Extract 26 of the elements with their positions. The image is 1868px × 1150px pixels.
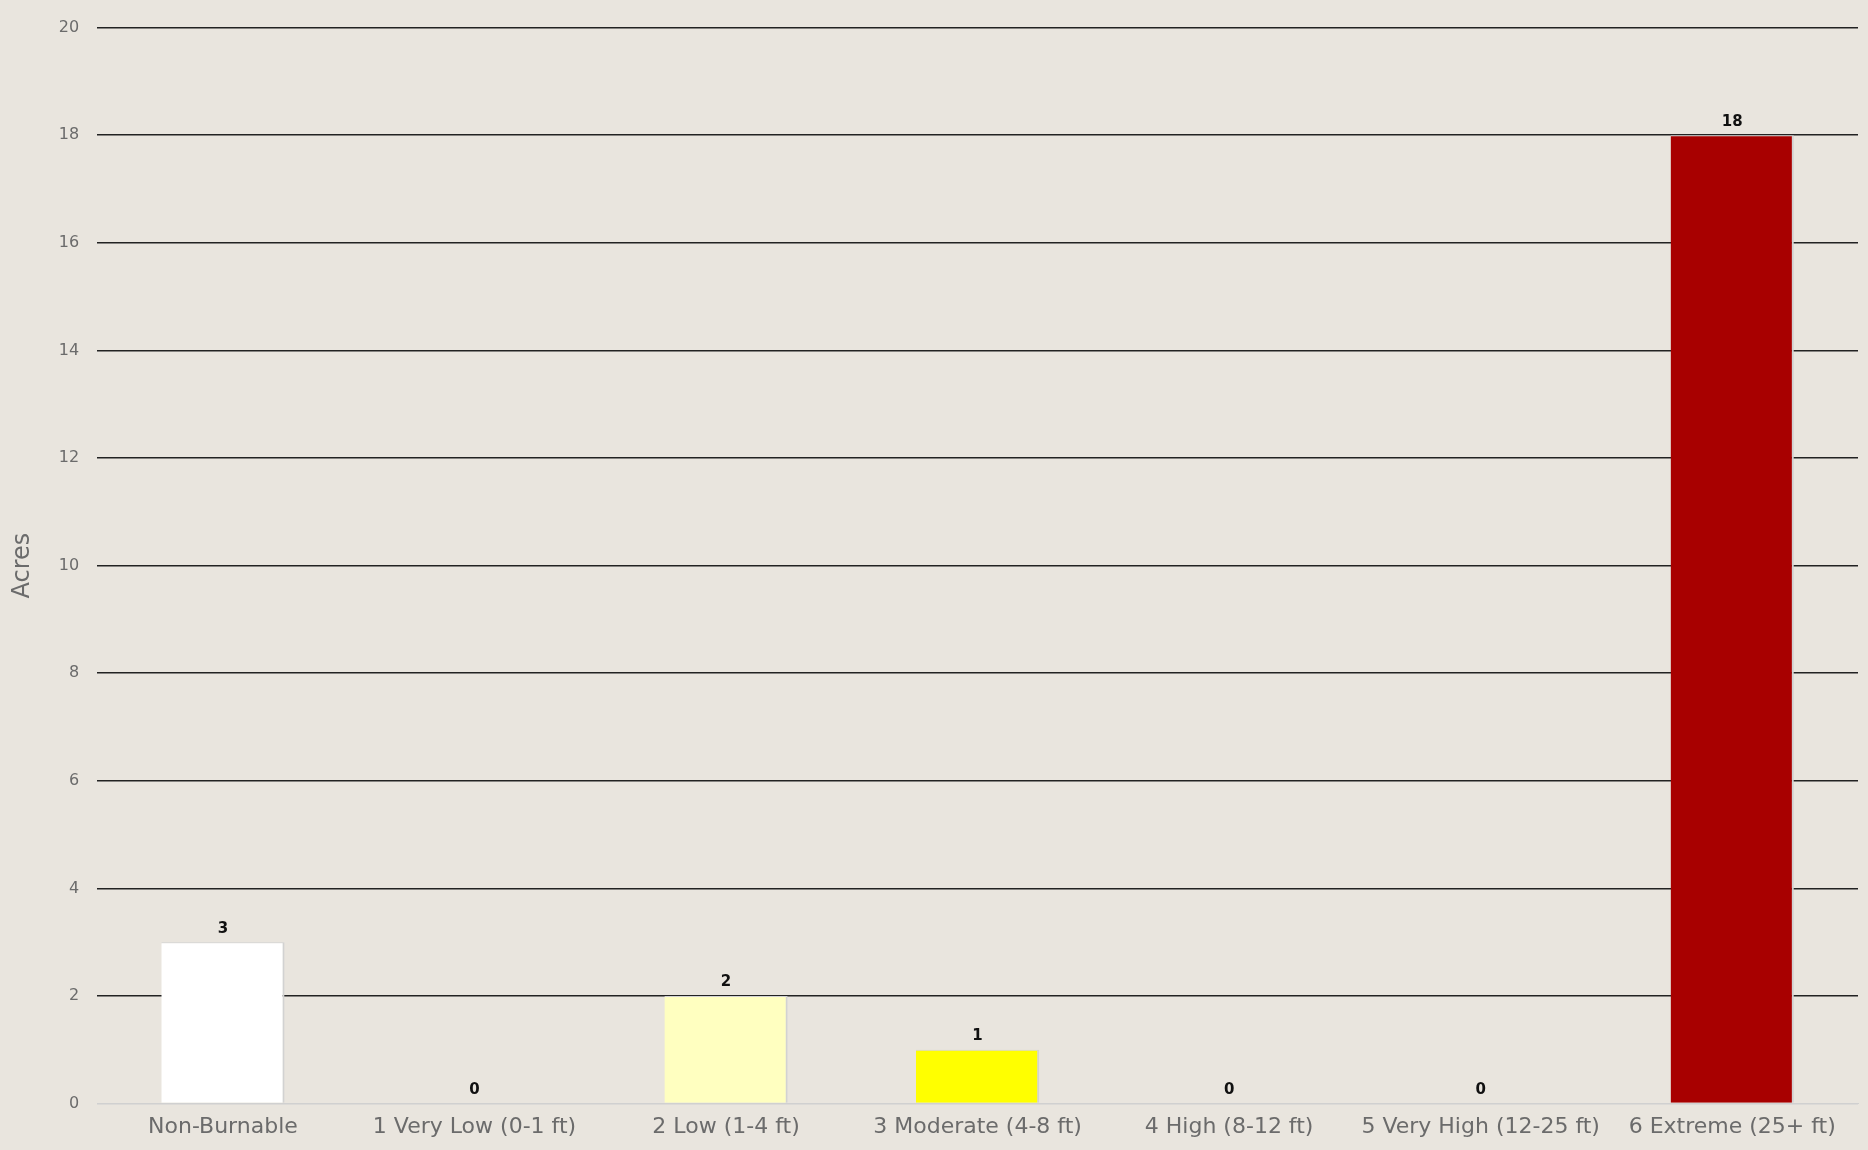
y-tick-label: 18 bbox=[58, 124, 80, 144]
y-axis-title: Acres bbox=[6, 532, 35, 599]
data-label: 3 bbox=[217, 918, 229, 937]
data-label: 2 bbox=[720, 972, 732, 991]
y-tick-label: 16 bbox=[58, 231, 80, 251]
y-tick-label: 6 bbox=[68, 769, 80, 789]
x-tick-label: 3 Moderate (4-8 ft) bbox=[873, 1112, 1082, 1138]
y-tick-label: 8 bbox=[68, 662, 80, 682]
data-label: 1 bbox=[972, 1026, 983, 1045]
y-tick-label: 10 bbox=[58, 554, 80, 574]
y-tick-label: 4 bbox=[68, 877, 80, 897]
y-tick-label: 12 bbox=[58, 447, 80, 467]
x-tick-label: Non-Burnable bbox=[148, 1112, 298, 1138]
data-label: 18 bbox=[1721, 111, 1743, 130]
y-tick-label: 2 bbox=[68, 985, 80, 1005]
x-tick-label: 2 Low (1-4 ft) bbox=[652, 1112, 800, 1138]
data-label: 0 bbox=[469, 1079, 480, 1098]
x-tick-label: 6 Extreme (25+ ft) bbox=[1628, 1112, 1836, 1138]
x-tick-label: 1 Very Low (0-1 ft) bbox=[372, 1112, 577, 1138]
x-tick-label: 5 Very High (12-25 ft) bbox=[1361, 1112, 1600, 1138]
data-label: 0 bbox=[1223, 1079, 1235, 1098]
y-tick-label: 20 bbox=[58, 16, 80, 36]
y-tick-label: 14 bbox=[58, 339, 80, 359]
data-label: 0 bbox=[1475, 1079, 1486, 1098]
x-tick-label: 4 High (8-12 ft) bbox=[1144, 1112, 1314, 1138]
y-tick-label: 0 bbox=[68, 1092, 80, 1112]
